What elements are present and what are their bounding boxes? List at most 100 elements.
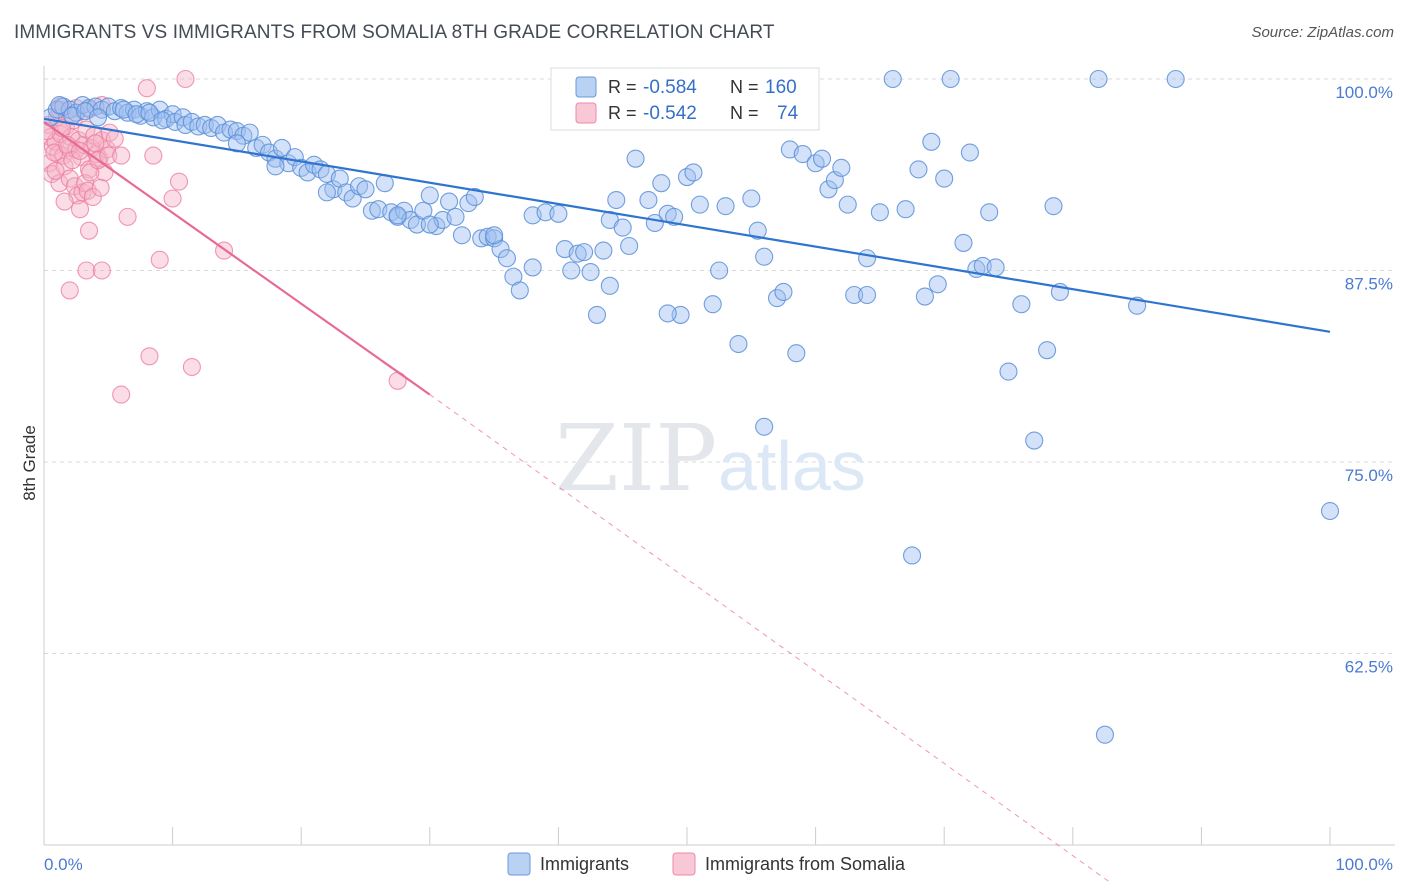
immigrants-point-123 bbox=[832, 158, 851, 177]
immigrants-point-140 bbox=[980, 203, 999, 222]
legend-bottom-label-somalia: Immigrants from Somalia bbox=[705, 854, 906, 874]
immigrants-point-72 bbox=[446, 207, 465, 226]
trend-lines bbox=[43, 117, 1331, 884]
somalia-point-60 bbox=[77, 261, 96, 280]
immigrants-point-107 bbox=[703, 295, 722, 314]
somalia-point-63 bbox=[150, 250, 169, 269]
immigrants-point-129 bbox=[896, 200, 915, 219]
somalia-point-65 bbox=[140, 347, 159, 366]
somalia-point-56 bbox=[169, 172, 189, 191]
somalia-point-37 bbox=[70, 141, 90, 161]
immigrants-point-163 bbox=[266, 157, 285, 176]
immigrants-point-98 bbox=[639, 190, 658, 210]
axes bbox=[43, 66, 1395, 846]
immigrants-point-42 bbox=[253, 135, 272, 154]
immigrants-point-113 bbox=[755, 247, 774, 266]
immigrants-point-134 bbox=[935, 169, 954, 188]
immigrants-point-156 bbox=[857, 285, 877, 305]
somalia-point-54 bbox=[144, 146, 163, 165]
immigrants-point-127 bbox=[870, 203, 889, 222]
legend-swatch-blue bbox=[575, 76, 597, 98]
immigrants-point-118 bbox=[793, 145, 812, 164]
y-tick-labels: 62.5% 75.0% 87.5% 100.0% bbox=[1335, 83, 1393, 677]
immigrants-point-115 bbox=[774, 282, 793, 301]
legend-r-label-2: R = bbox=[608, 103, 637, 123]
immigrants-point-128 bbox=[883, 69, 902, 89]
immigrants-point-97 bbox=[626, 149, 645, 168]
immigrants-point-120 bbox=[812, 149, 832, 168]
y-tick-label-2: 87.5% bbox=[1345, 275, 1393, 294]
x-tick-labels: 0.0% 100.0% bbox=[44, 855, 1393, 874]
immigrants-point-150 bbox=[1166, 69, 1185, 89]
immigrants-point-143 bbox=[1012, 295, 1031, 314]
immigrants-point-117 bbox=[787, 344, 806, 363]
immigrants-point-77 bbox=[478, 227, 497, 246]
immigrants-point-75 bbox=[465, 187, 484, 207]
immigrants-point-91 bbox=[587, 305, 607, 324]
immigrants-point-152 bbox=[1320, 501, 1340, 521]
immigrants-point-110 bbox=[729, 334, 748, 354]
immigrants-point-73 bbox=[452, 226, 472, 245]
legend-r-value-1: -0.584 bbox=[643, 77, 697, 98]
immigrants-point-40 bbox=[240, 123, 259, 142]
immigrants-point-130 bbox=[909, 160, 928, 179]
svg-text:atlas: atlas bbox=[718, 427, 866, 505]
legend-bottom-swatch-pink bbox=[672, 852, 696, 876]
y-tick-label-3: 100.0% bbox=[1335, 83, 1393, 102]
immigrants-point-119 bbox=[806, 154, 825, 173]
y-tick-label-0: 62.5% bbox=[1345, 658, 1393, 677]
immigrants-point-80 bbox=[497, 249, 517, 268]
immigrants-point-105 bbox=[684, 163, 703, 182]
legend-top: R = -0.584 N = 160 R = -0.542 N = 74 bbox=[550, 67, 820, 131]
immigrants-points bbox=[44, 69, 1340, 744]
immigrants-point-125 bbox=[845, 285, 864, 305]
immigrants-point-23 bbox=[88, 108, 108, 127]
immigrants-point-94 bbox=[607, 190, 626, 210]
immigrants-point-71 bbox=[440, 192, 459, 211]
immigrants-point-153 bbox=[902, 546, 922, 565]
immigrants-point-96 bbox=[620, 236, 639, 256]
immigrants-point-100 bbox=[652, 174, 671, 193]
somalia-point-73 bbox=[70, 200, 90, 219]
somalia-point-71 bbox=[46, 161, 65, 180]
x-tick-label-1: 100.0% bbox=[1335, 855, 1393, 874]
immigrants-point-121 bbox=[819, 180, 838, 199]
immigrants-point-64 bbox=[395, 201, 414, 220]
immigrants-point-137 bbox=[960, 143, 979, 162]
somalia-point-66 bbox=[182, 357, 201, 377]
somalia-trend-line bbox=[43, 120, 431, 396]
grid-lines bbox=[44, 78, 1395, 654]
immigrants-point-45 bbox=[272, 138, 291, 157]
somalia-point-43 bbox=[86, 134, 105, 153]
somalia-point-67 bbox=[112, 385, 131, 404]
immigrants-point-157 bbox=[600, 276, 619, 295]
immigrants-trend-line bbox=[43, 117, 1331, 333]
somalia-point-45 bbox=[91, 178, 110, 197]
immigrants-point-90 bbox=[581, 262, 600, 282]
somalia-point-34 bbox=[63, 151, 82, 170]
zipatlas-watermark: ZIP atlas bbox=[555, 405, 866, 512]
immigrants-point-146 bbox=[1044, 197, 1063, 216]
somalia-point-57 bbox=[176, 69, 195, 89]
immigrants-point-151 bbox=[1095, 725, 1114, 744]
immigrants-point-111 bbox=[742, 189, 761, 208]
somalia-point-47 bbox=[105, 129, 124, 148]
somalia-point-42 bbox=[83, 187, 102, 207]
legend-bottom-label-immigrants: Immigrants bbox=[540, 854, 629, 874]
immigrants-point-133 bbox=[928, 275, 947, 294]
somalia-point-58 bbox=[137, 79, 156, 98]
immigrants-point-109 bbox=[716, 197, 735, 216]
immigrants-point-82 bbox=[510, 281, 529, 300]
immigrants-point-144 bbox=[1025, 431, 1044, 450]
chart-source: Source: ZipAtlas.com bbox=[1251, 24, 1394, 41]
legend-bottom: Immigrants Immigrants from Somalia bbox=[507, 852, 906, 876]
y-tick-label-1: 75.0% bbox=[1345, 466, 1393, 485]
y-axis-title: 8th Grade bbox=[20, 425, 39, 501]
somalia-point-72 bbox=[55, 192, 74, 211]
immigrants-point-87 bbox=[562, 261, 581, 280]
immigrants-point-158 bbox=[523, 258, 542, 277]
immigrants-point-124 bbox=[838, 195, 857, 214]
immigrants-point-89 bbox=[575, 243, 594, 262]
chart-title: IMMIGRANTS VS IMMIGRANTS FROM SOMALIA 8T… bbox=[14, 22, 775, 43]
legend-n-value-2: 74 bbox=[777, 103, 799, 124]
